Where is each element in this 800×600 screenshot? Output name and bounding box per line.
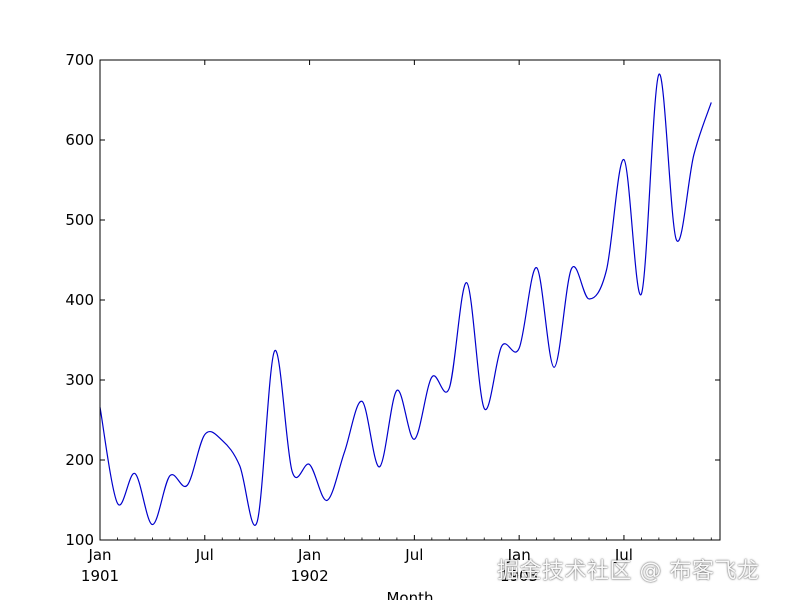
x-axis-label: Month [386,589,433,600]
data-point [657,73,660,76]
y-tick-label: 100 [65,531,94,549]
data-point [570,267,573,270]
data-point [343,450,346,453]
data-point [622,158,625,161]
data-point [605,269,608,272]
x-tick-label: Jul [404,546,423,564]
data-point [413,438,416,441]
y-tick-label: 700 [65,51,94,69]
data-point [483,407,486,410]
data-point [116,502,119,505]
x-tick-year-label: 1901 [81,567,119,585]
data-point [308,463,311,466]
axes-frame [99,59,721,541]
y-tick-label: 200 [65,451,94,469]
axes: 100 200 300 400 500 600 700 Jan 1901 Jul Jan 1902 Ju… [65,51,721,585]
data-point [518,347,521,350]
data-point [168,474,171,477]
plot-area [99,73,713,526]
x-tick-year-label: 1903 [500,567,538,585]
data-point [360,400,363,403]
data-point [326,499,329,502]
x-tick-label: Jul [195,546,214,564]
data-point [221,439,224,442]
data-point [692,153,695,156]
data-point [640,292,643,295]
data-point [395,389,398,392]
series-line [99,73,712,526]
watermark-text: 掘金技术社区 @ 布客飞龙 [497,559,760,584]
data-point [273,349,276,352]
data-point [291,470,294,473]
data-point [448,387,451,390]
x-tick-label: Jan [297,546,321,564]
data-point [535,266,538,269]
y-tick-label: 600 [65,131,94,149]
data-point [710,101,713,104]
data-point [151,523,154,526]
x-tick-label: Jul [614,546,633,564]
x-tick-year-label: 1902 [290,567,328,585]
data-point [588,297,591,300]
data-point [203,433,206,436]
data-point [430,376,433,379]
x-tick-label: Jan [87,546,111,564]
data-point [675,238,678,241]
data-point [465,281,468,284]
data-point [186,484,189,487]
data-point [238,464,241,467]
y-tick-label: 500 [65,211,94,229]
y-tick-label: 300 [65,371,94,389]
data-point [378,465,381,468]
x-tick-label: Jan [507,546,531,564]
data-point [133,472,136,475]
y-tick-label: 400 [65,291,94,309]
data-point [553,366,556,369]
data-point [256,520,259,523]
data-point [500,345,503,348]
